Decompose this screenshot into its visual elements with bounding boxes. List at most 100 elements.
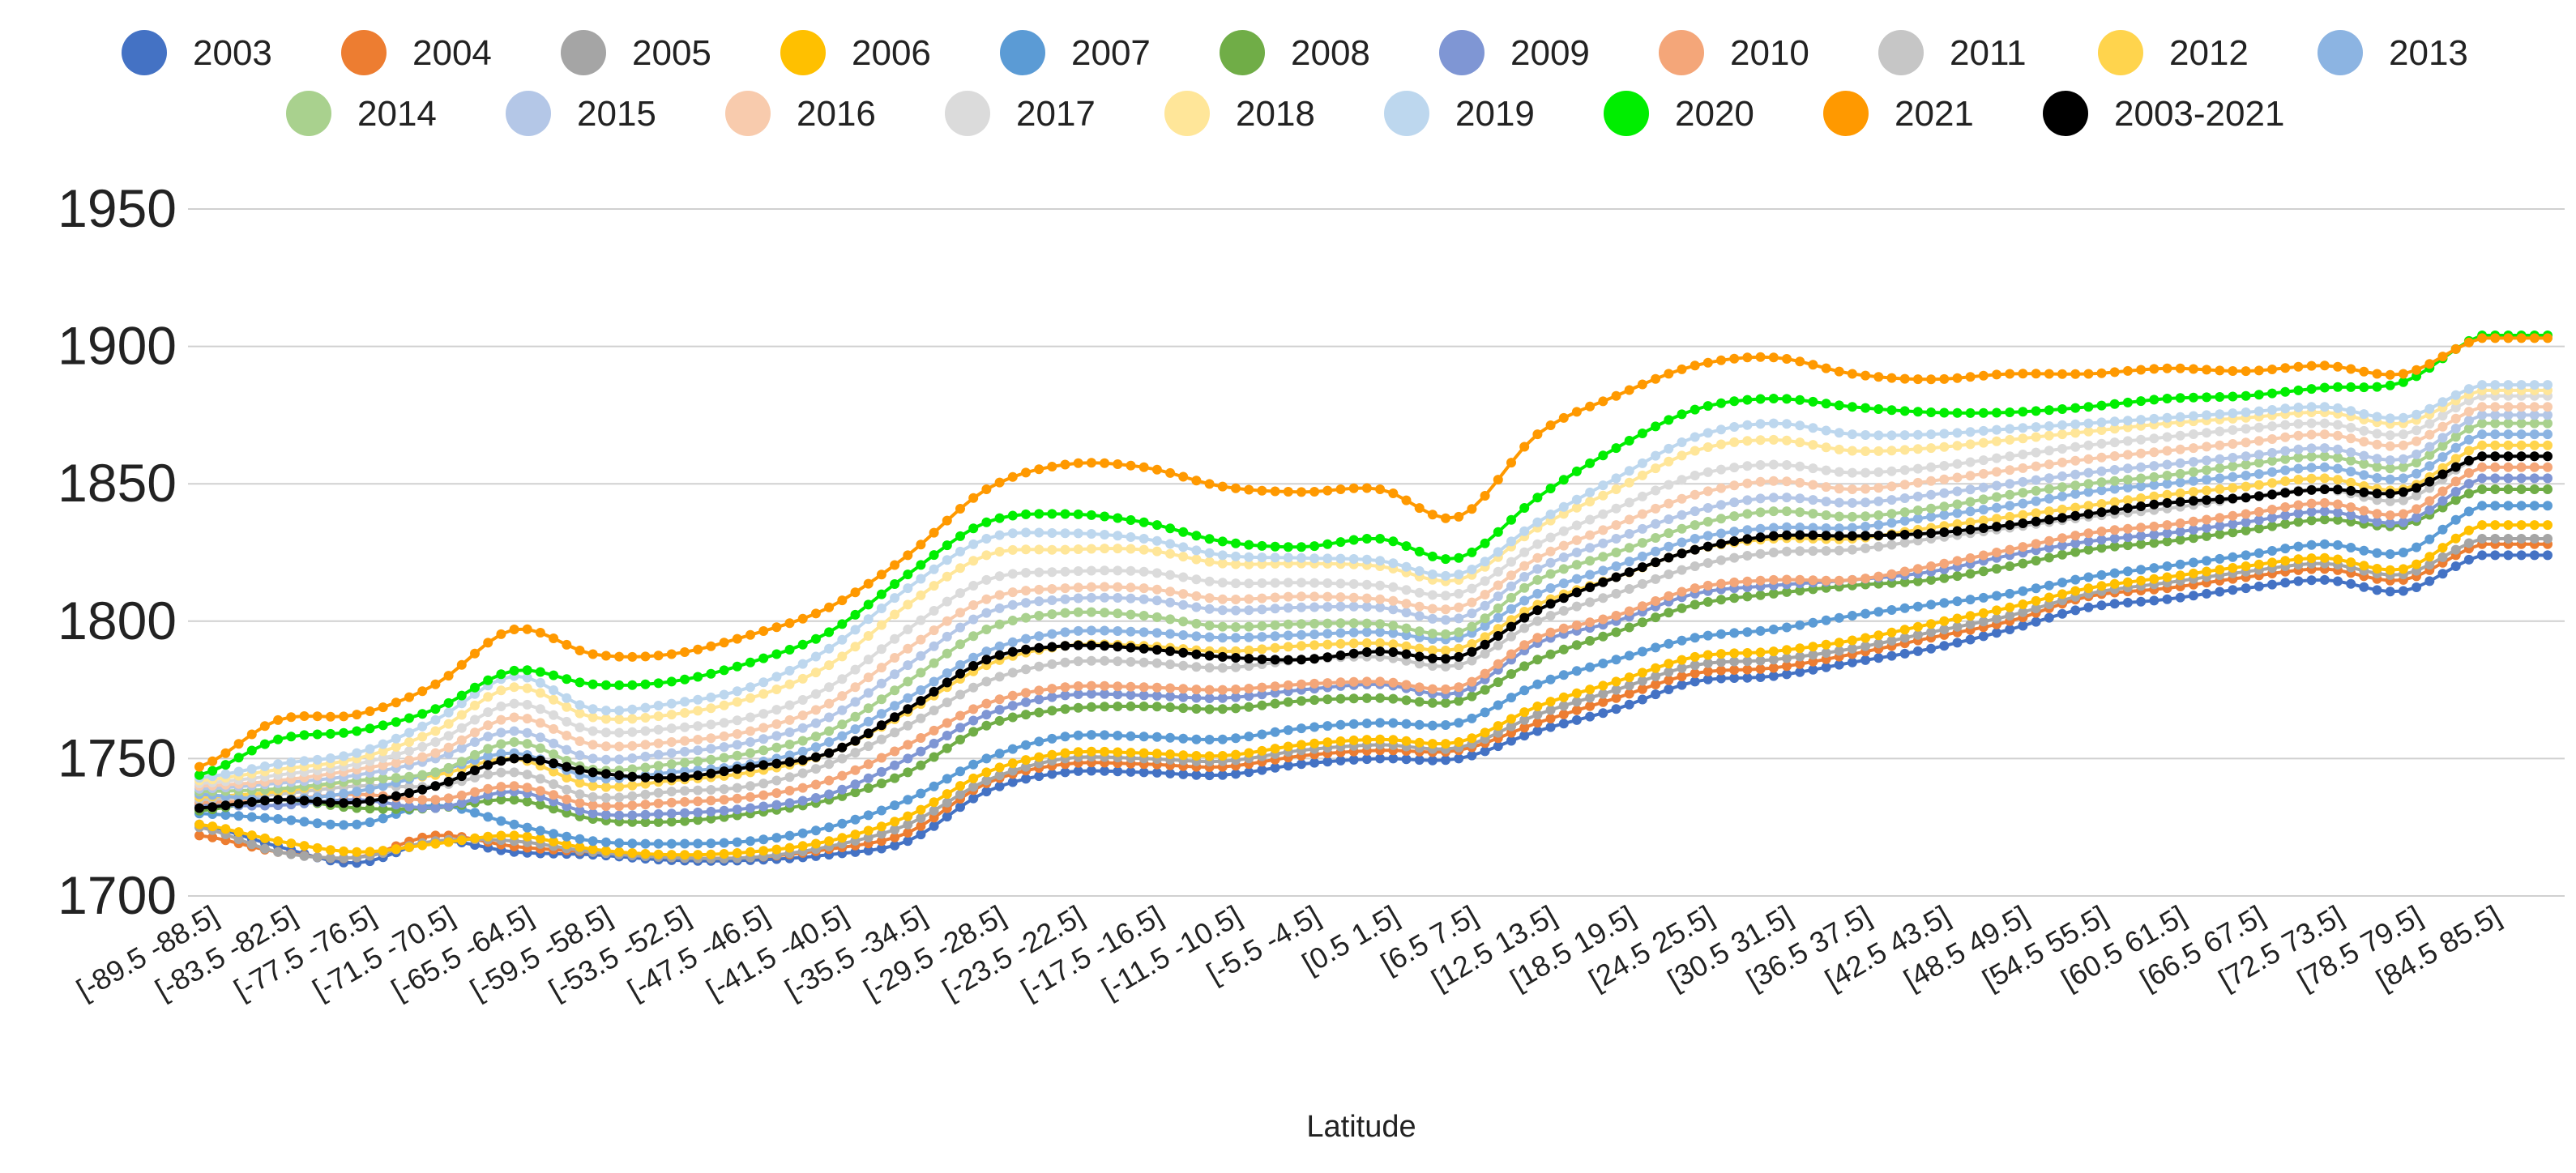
data-point xyxy=(587,704,598,714)
data-point xyxy=(2228,366,2238,376)
data-point xyxy=(1047,567,1057,578)
data-point xyxy=(1427,653,1438,663)
data-point xyxy=(2359,514,2369,524)
data-point xyxy=(732,804,742,815)
data-point xyxy=(194,761,204,772)
data-point xyxy=(903,693,913,703)
data-point xyxy=(1939,501,1950,512)
data-point xyxy=(1007,616,1018,625)
data-point xyxy=(2319,506,2330,517)
data-point xyxy=(745,803,755,813)
legend-item-2006: 2006 xyxy=(780,30,931,75)
data-point xyxy=(890,593,900,604)
data-point xyxy=(1047,769,1057,779)
data-point xyxy=(942,697,952,708)
data-point xyxy=(1335,736,1346,746)
data-point xyxy=(417,770,428,780)
data-point xyxy=(1690,561,1700,571)
data-point xyxy=(2109,399,2120,409)
data-point xyxy=(1493,640,1503,650)
data-point xyxy=(1138,566,1149,577)
data-point xyxy=(1427,755,1438,766)
data-point xyxy=(1297,723,1306,734)
data-point xyxy=(1151,682,1162,693)
data-point xyxy=(1126,593,1136,604)
data-point xyxy=(1217,734,1228,744)
data-point xyxy=(1532,429,1543,440)
data-point xyxy=(259,833,270,843)
data-point xyxy=(1637,562,1647,573)
data-point xyxy=(2333,382,2343,392)
data-point xyxy=(2280,476,2291,486)
data-point xyxy=(1677,680,1687,690)
data-point xyxy=(600,754,611,765)
data-point xyxy=(2516,402,2527,412)
data-point xyxy=(549,710,559,720)
data-point xyxy=(1952,499,1963,510)
data-point xyxy=(2490,440,2501,450)
data-point xyxy=(1126,748,1136,758)
data-point xyxy=(1952,459,1963,469)
data-point xyxy=(2175,458,2185,468)
data-point xyxy=(719,700,729,710)
data-point xyxy=(2057,504,2067,514)
data-point xyxy=(246,729,257,740)
data-point xyxy=(1060,509,1070,519)
data-point xyxy=(1571,548,1582,557)
data-point xyxy=(1729,656,1740,667)
data-point xyxy=(1047,584,1057,594)
data-point xyxy=(2018,463,2028,473)
data-point xyxy=(1965,372,1976,382)
data-point xyxy=(981,608,992,618)
data-point xyxy=(627,780,638,791)
data-point xyxy=(2109,497,2120,507)
data-point xyxy=(2162,412,2172,423)
data-point xyxy=(1624,514,1634,525)
data-point xyxy=(1847,429,1857,440)
data-point xyxy=(2136,523,2147,533)
data-point xyxy=(1297,542,1306,552)
data-point xyxy=(1506,557,1516,567)
data-point xyxy=(1257,485,1267,496)
data-point xyxy=(1454,660,1464,671)
data-point xyxy=(1467,655,1477,666)
data-point xyxy=(1297,487,1306,497)
data-point xyxy=(1021,612,1031,623)
data-point xyxy=(1283,680,1293,690)
data-point xyxy=(2057,429,2067,440)
data-point xyxy=(2175,559,2185,569)
data-point xyxy=(876,620,886,630)
data-point xyxy=(2253,450,2264,460)
data-point xyxy=(758,734,769,744)
data-point xyxy=(2333,554,2343,565)
data-point xyxy=(2228,493,2238,504)
data-point xyxy=(1244,702,1254,712)
data-point xyxy=(1322,553,1333,564)
data-point xyxy=(1899,625,1910,635)
data-point xyxy=(456,798,467,808)
data-point xyxy=(1519,661,1530,672)
data-point xyxy=(1912,477,1923,488)
data-point xyxy=(2306,443,2317,454)
data-point xyxy=(378,746,388,757)
data-point xyxy=(2529,484,2540,494)
data-point xyxy=(1965,484,1976,495)
data-point xyxy=(1204,604,1215,614)
data-point xyxy=(890,669,900,680)
data-point xyxy=(600,809,611,820)
data-point xyxy=(2228,461,2238,471)
data-point xyxy=(1598,697,1608,707)
data-point xyxy=(1007,668,1018,678)
data-point xyxy=(535,834,545,844)
data-point xyxy=(2333,430,2343,441)
data-point xyxy=(1493,566,1503,577)
data-point xyxy=(2070,441,2081,452)
data-point xyxy=(1021,664,1031,675)
data-point xyxy=(1926,429,1937,440)
data-point xyxy=(2031,432,2041,442)
data-point xyxy=(771,742,782,753)
data-point xyxy=(1021,644,1031,655)
data-point xyxy=(1965,471,1976,481)
data-point xyxy=(627,817,638,827)
data-point xyxy=(1322,694,1333,705)
